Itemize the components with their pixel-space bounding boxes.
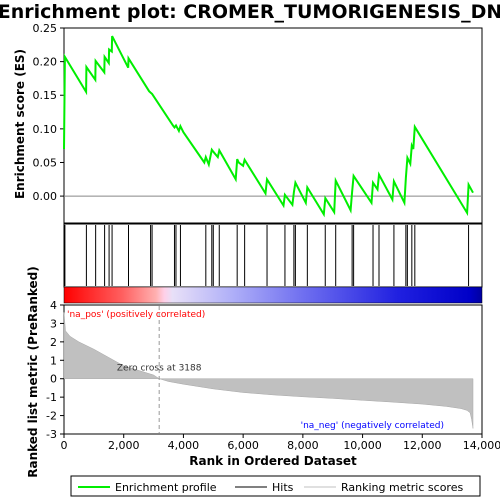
hits-panel (63, 223, 483, 288)
metric-x-axis-ticks: 0 2,000 4,000 6,000 8,000 10,000 12,000 14,000 (61, 434, 500, 452)
enrichment-profile-line (63, 35, 474, 218)
metric-y-axis-label: Ranked list metric (PreRanked) (26, 266, 40, 478)
metric-x-tick-label: 4,000 (168, 439, 200, 452)
metric-x-axis-label: Rank in Ordered Dataset (189, 454, 357, 468)
legend-enrichment-label: Enrichment profile (115, 481, 217, 494)
es-panel: 0.25 0.20 0.15 0.10 0.05 0.00 Enrichment scor… (13, 22, 483, 224)
metric-y-tick-label: 1 (50, 354, 57, 367)
negative-correlation-label: 'na_neg' (negatively correlated) (301, 421, 444, 431)
legend-box (70, 475, 481, 497)
metric-y-tick-label: -3 (46, 428, 57, 441)
metric-x-tick-label: 0 (61, 439, 68, 452)
es-y-tick-label: 0.15 (33, 89, 58, 102)
es-y-axis-label: Enrichment score (ES) (13, 49, 27, 199)
legend-hits-label: Hits (272, 481, 294, 494)
metric-x-tick-label: 10,000 (343, 439, 382, 452)
metric-x-tick-label: 8,000 (287, 439, 319, 452)
legend: Enrichment profile Hits Ranking metric s… (70, 475, 481, 497)
metric-x-tick-label: 2,000 (108, 439, 140, 452)
metric-y-tick-label: 0 (50, 373, 57, 386)
es-y-tick-label: 0.25 (33, 22, 58, 35)
hits-plot-frame (63, 223, 483, 288)
metric-y-tick-label: 3 (50, 317, 57, 330)
es-y-tick-label: 0.05 (33, 156, 58, 169)
es-y-tick-label: 0.20 (33, 56, 58, 69)
es-y-tick-label: 0.10 (33, 123, 58, 136)
positive-correlation-label: 'na_pos' (positively correlated) (67, 310, 205, 320)
metric-y-tick-label: 4 (50, 299, 57, 312)
es-y-axis-ticks: 0.25 0.20 0.15 0.10 0.05 0.00 (33, 22, 64, 203)
chart-title: Enrichment plot: CROMER_TUMORIGENESIS_DN (0, 1, 500, 23)
hit-markers (64, 225, 470, 286)
metric-y-tick-label: -1 (46, 391, 57, 404)
metric-y-axis-ticks: 4 3 2 1 0 -1 -2 -3 (46, 299, 64, 441)
es-y-tick-label: 0.00 (33, 190, 58, 203)
metric-y-tick-label: -2 (46, 410, 57, 423)
metric-y-tick-label: 2 (50, 336, 57, 349)
ranking-metric-area (63, 312, 474, 429)
rank-color-bar-fill (63, 286, 483, 304)
rank-color-bar (63, 286, 483, 304)
es-plot-frame (63, 27, 483, 224)
metric-panel: Zero cross at 3188 'na_pos' (positively … (26, 266, 500, 478)
legend-ranking-label: Ranking metric scores (341, 481, 463, 494)
zero-cross-label: Zero cross at 3188 (117, 363, 202, 373)
metric-x-tick-label: 6,000 (227, 439, 259, 452)
metric-x-tick-label: 12,000 (403, 439, 442, 452)
metric-x-tick-label: 14,000 (463, 439, 500, 452)
